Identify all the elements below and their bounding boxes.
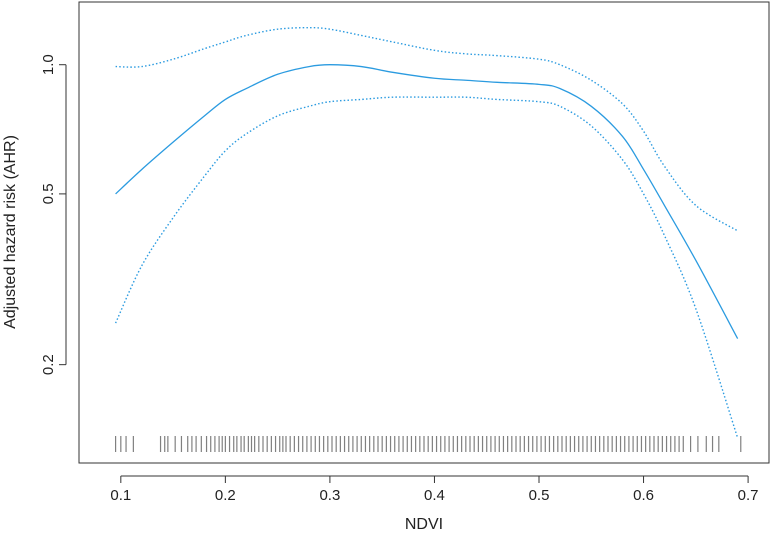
y-tick-label: 0.2 [40, 354, 57, 375]
x-axis: 0.1 0.2 0.3 0.4 0.5 0.6 0.7 [110, 475, 759, 504]
x-axis-title: NDVI [405, 516, 443, 533]
x-tick-label: 0.6 [633, 487, 654, 504]
x-tick-label: 0.5 [529, 487, 550, 504]
x-tick-label: 0.2 [215, 487, 236, 504]
x-tick-label: 0.3 [319, 487, 340, 504]
y-tick-label: 1.0 [40, 54, 57, 75]
x-tick-label: 0.4 [424, 487, 445, 504]
y-axis-title: Adjusted hazard risk (AHR) [2, 135, 19, 329]
series-lower-confidence-bound [114, 96, 739, 439]
rug [114, 436, 742, 452]
y-axis: 0.2 0.5 1.0 [40, 54, 67, 375]
plot-frame [78, 1, 770, 464]
series-layer [114, 26, 739, 439]
series-estimate [115, 64, 739, 339]
x-tick-label: 0.1 [110, 487, 131, 504]
x-tick-label: 0.7 [738, 487, 759, 504]
series-upper-confidence-bound [115, 26, 739, 232]
y-tick-label: 0.5 [40, 183, 57, 204]
